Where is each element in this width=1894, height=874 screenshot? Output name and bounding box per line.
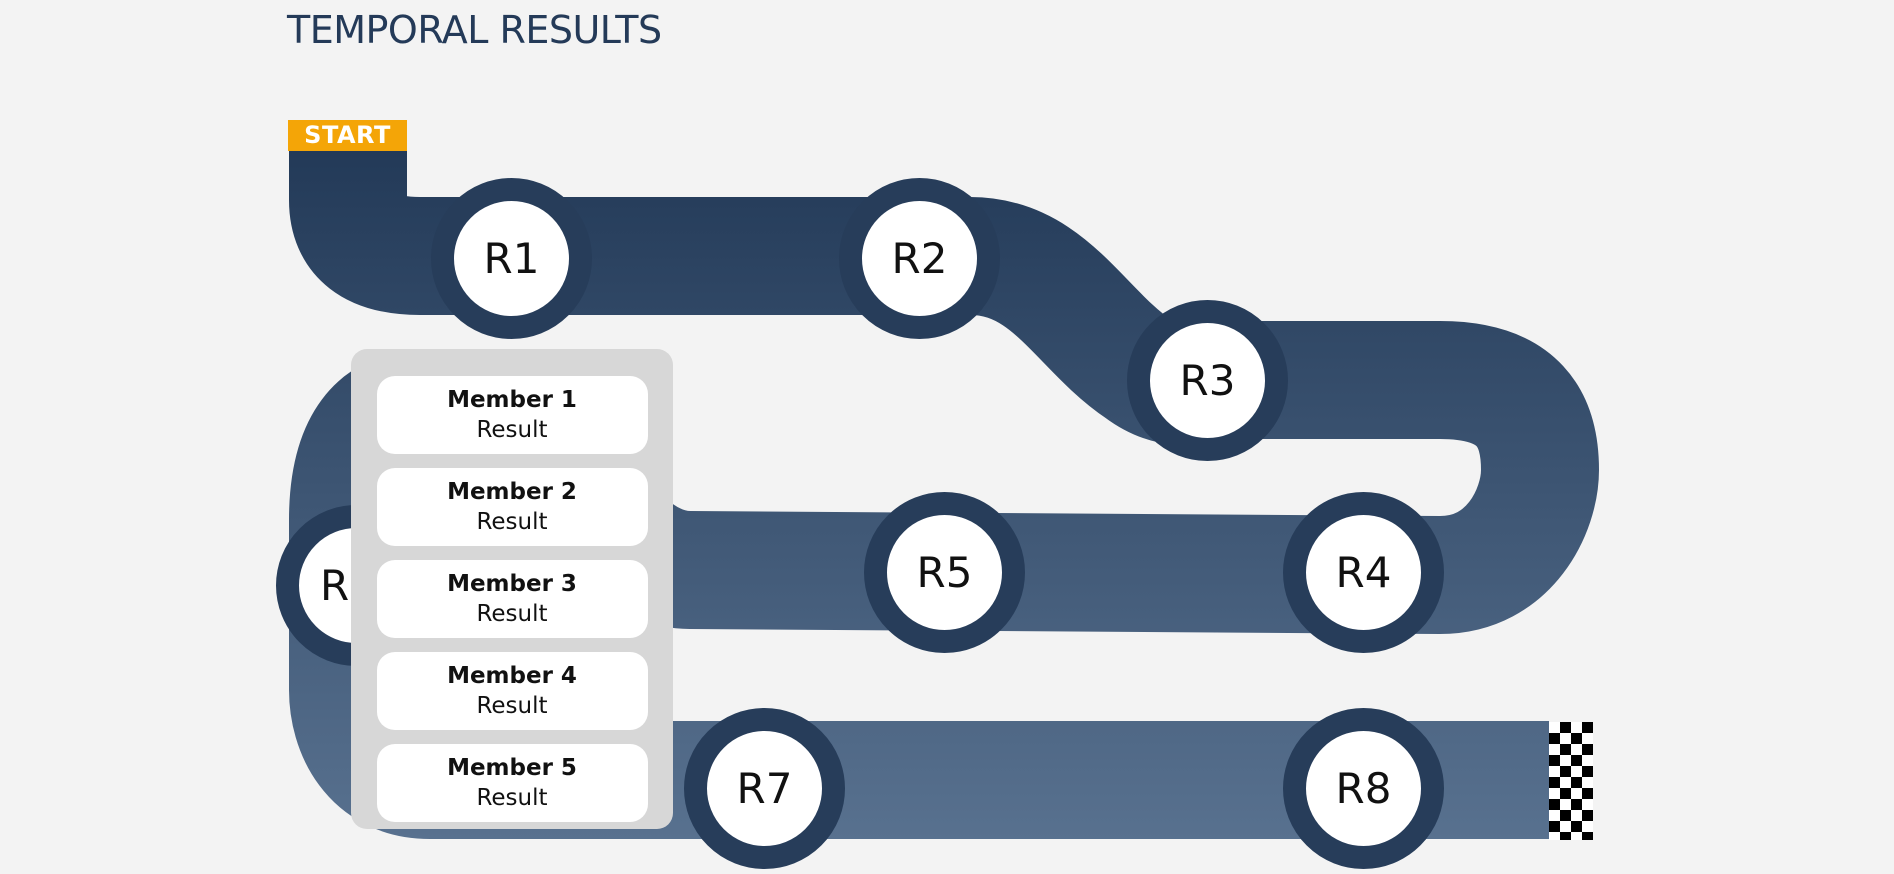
round-node-r1[interactable]: R1 [431, 178, 592, 339]
round-node-r5[interactable]: R5 [864, 492, 1025, 653]
member-name: Member 5 [447, 755, 577, 781]
member-card-1[interactable]: Member 1 Result [376, 376, 648, 454]
member-card-2[interactable]: Member 2 Result [376, 468, 648, 546]
page-title: TEMPORAL RESULTS [287, 8, 662, 52]
member-results-panel: Member 1 Result Member 2 Result Member 3… [351, 349, 673, 829]
member-name: Member 3 [447, 571, 577, 597]
round-node-r4[interactable]: R4 [1283, 492, 1444, 653]
member-result: Result [476, 693, 548, 719]
member-name: Member 2 [447, 479, 577, 505]
member-card-3[interactable]: Member 3 Result [376, 560, 648, 638]
start-flag: START [288, 120, 407, 151]
member-card-5[interactable]: Member 5 Result [376, 744, 648, 822]
round-node-r7[interactable]: R7 [684, 708, 845, 869]
member-result: Result [476, 785, 548, 811]
checkered-flag-icon [1549, 722, 1593, 840]
round-node-r3[interactable]: R3 [1127, 300, 1288, 461]
member-name: Member 4 [447, 663, 577, 689]
member-result: Result [476, 509, 548, 535]
round-node-r8[interactable]: R8 [1283, 708, 1444, 869]
member-name: Member 1 [447, 387, 577, 413]
member-result: Result [476, 601, 548, 627]
member-card-4[interactable]: Member 4 Result [376, 652, 648, 730]
round-node-r2[interactable]: R2 [839, 178, 1000, 339]
member-result: Result [476, 417, 548, 443]
